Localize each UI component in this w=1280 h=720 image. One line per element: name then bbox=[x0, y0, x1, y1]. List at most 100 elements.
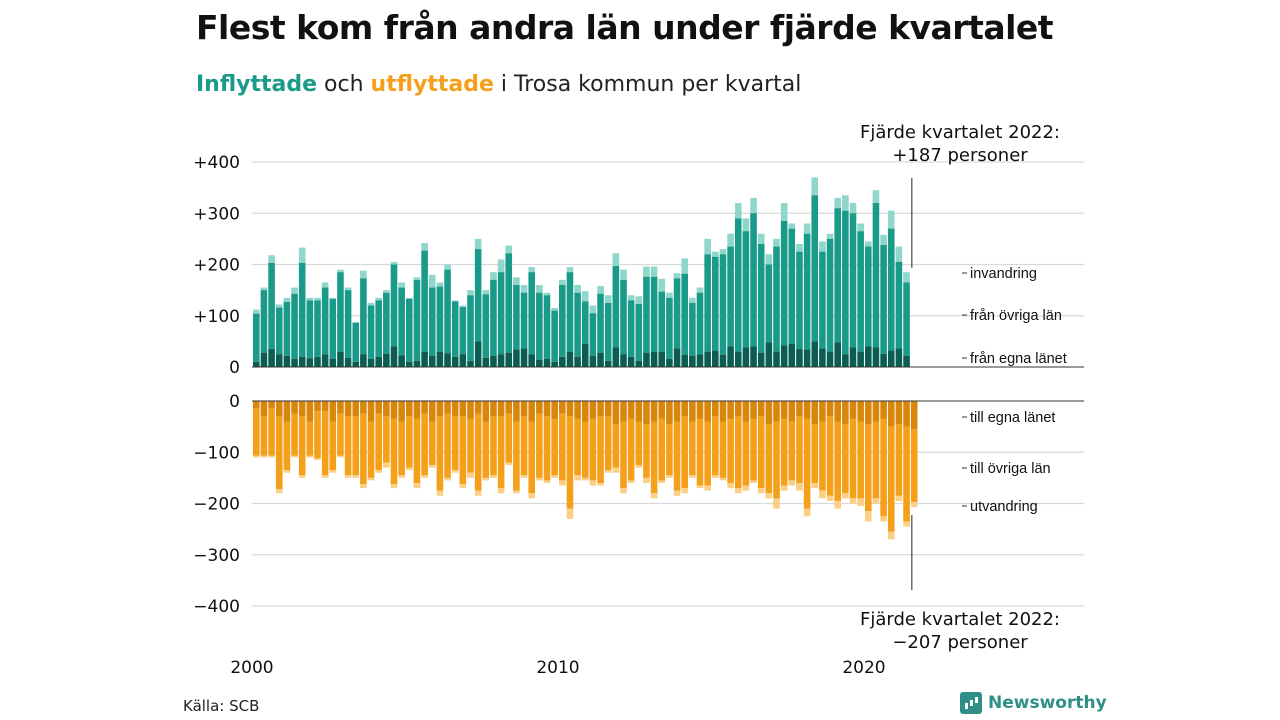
bar-out-ovriga bbox=[451, 416, 459, 471]
bar-in-invandring bbox=[842, 195, 849, 211]
bar-out-egna bbox=[268, 401, 275, 409]
bar-out-egna bbox=[406, 401, 413, 417]
bar-out-ovriga bbox=[268, 408, 275, 456]
bar-in-egna bbox=[337, 351, 344, 367]
bar-out-egna bbox=[849, 401, 857, 419]
bar-in-invandring bbox=[268, 255, 275, 263]
bar-out-utvandring bbox=[421, 475, 428, 478]
bar-out-ovriga bbox=[474, 413, 482, 491]
bar-in-egna bbox=[559, 356, 566, 367]
bar-out-utvandring bbox=[253, 455, 260, 458]
chart-subtitle: Inflyttade och utflyttade i Trosa kommun… bbox=[196, 72, 801, 97]
bar-in-ovriga bbox=[865, 246, 872, 347]
bar-out-utvandring bbox=[780, 485, 788, 491]
bar-out-ovriga bbox=[559, 413, 566, 481]
bar-out-utvandring bbox=[788, 480, 796, 486]
bar-out-egna bbox=[467, 401, 474, 419]
bar-out-utvandring bbox=[597, 483, 604, 486]
bar-out-utvandring bbox=[773, 498, 780, 509]
bar-out-egna bbox=[474, 401, 482, 414]
bar-in-egna bbox=[428, 355, 436, 367]
bar-in-ovriga bbox=[459, 307, 467, 355]
bar-in-egna bbox=[880, 353, 887, 367]
subtitle-inflyttade: Inflyttade bbox=[196, 72, 318, 97]
bar-out-egna bbox=[880, 401, 887, 419]
bar-in-ovriga bbox=[811, 195, 819, 342]
bar-out-egna bbox=[398, 401, 405, 422]
newsworthy-logo[interactable]: Newsworthy bbox=[960, 692, 1107, 714]
bar-in-egna bbox=[497, 354, 505, 367]
bar-out-ovriga bbox=[444, 413, 451, 478]
bar-in-ovriga bbox=[383, 292, 390, 354]
bar-in-egna bbox=[796, 349, 803, 367]
bar-in-invandring bbox=[895, 246, 903, 262]
bar-out-utvandring bbox=[283, 470, 291, 473]
bar-out-utvandring bbox=[543, 480, 551, 483]
labels-layer: +400 +300 +200 +100 0 0 −100 −200 −300 −400 Fjärde… bbox=[193, 122, 1066, 678]
bar-in-ovriga bbox=[559, 285, 566, 357]
bar-in-egna bbox=[811, 341, 819, 367]
bar-in-invandring bbox=[811, 177, 819, 196]
bar-out-egna bbox=[574, 401, 581, 419]
bar-in-ovriga bbox=[467, 295, 474, 361]
bar-in-invandring bbox=[727, 233, 734, 247]
bar-out-egna bbox=[275, 401, 283, 417]
bar-out-ovriga bbox=[467, 418, 474, 473]
bar-out-utvandring bbox=[681, 488, 688, 494]
bar-out-ovriga bbox=[260, 416, 268, 456]
bar-out-ovriga bbox=[834, 421, 841, 501]
bar-out-utvandring bbox=[528, 493, 535, 499]
bar-out-ovriga bbox=[826, 416, 834, 496]
bar-in-ovriga bbox=[428, 287, 436, 356]
bar-in-invandring bbox=[421, 242, 428, 251]
bar-in-egna bbox=[421, 351, 428, 367]
bar-out-ovriga bbox=[757, 416, 765, 489]
bar-in-ovriga bbox=[681, 273, 688, 355]
bar-in-egna bbox=[604, 360, 612, 367]
bar-in-invandring bbox=[819, 241, 826, 252]
bar-out-ovriga bbox=[604, 416, 612, 471]
bar-in-egna bbox=[383, 353, 390, 367]
bar-in-ovriga bbox=[337, 272, 344, 352]
bar-in-invandring bbox=[826, 233, 834, 239]
bar-in-egna bbox=[712, 350, 719, 367]
bar-out-egna bbox=[505, 401, 513, 414]
bar-out-utvandring bbox=[880, 516, 887, 522]
bar-in-ovriga bbox=[834, 208, 841, 343]
bar-in-egna bbox=[803, 349, 811, 367]
bar-out-ovriga bbox=[727, 418, 734, 483]
bar-out-utvandring bbox=[650, 493, 658, 499]
bar-in-ovriga bbox=[765, 264, 773, 343]
bar-out-ovriga bbox=[367, 421, 375, 478]
bar-out-ovriga bbox=[597, 416, 604, 483]
bar-out-utvandring bbox=[842, 493, 849, 499]
bar-in-ovriga bbox=[490, 279, 497, 356]
bar-out-egna bbox=[819, 401, 826, 422]
bar-out-egna bbox=[689, 401, 696, 422]
bar-out-ovriga bbox=[681, 416, 688, 489]
bar-in-egna bbox=[773, 351, 780, 367]
bar-in-ovriga bbox=[444, 269, 451, 354]
bar-out-ovriga bbox=[811, 424, 819, 483]
bar-out-ovriga bbox=[666, 424, 673, 476]
bar-in-invandring bbox=[849, 203, 857, 214]
bar-out-ovriga bbox=[887, 426, 895, 532]
bar-out-egna bbox=[712, 401, 719, 417]
bar-in-ovriga bbox=[260, 290, 268, 353]
bar-in-egna bbox=[566, 351, 574, 367]
bar-out-ovriga bbox=[513, 421, 520, 491]
bar-in-egna bbox=[780, 345, 788, 367]
bar-in-ovriga bbox=[788, 228, 796, 344]
bar-out-utvandring bbox=[505, 462, 513, 466]
bar-in-ovriga bbox=[275, 307, 283, 355]
bar-in-invandring bbox=[719, 249, 727, 255]
bar-out-utvandring bbox=[398, 475, 405, 478]
bar-in-ovriga bbox=[528, 272, 535, 355]
bar-in-invandring bbox=[551, 308, 558, 311]
bar-in-invandring bbox=[329, 297, 337, 299]
bar-out-egna bbox=[887, 401, 895, 427]
bar-out-egna bbox=[597, 401, 604, 417]
bar-out-utvandring bbox=[383, 462, 390, 468]
bar-out-utvandring bbox=[574, 475, 581, 481]
bar-out-utvandring bbox=[604, 470, 612, 473]
